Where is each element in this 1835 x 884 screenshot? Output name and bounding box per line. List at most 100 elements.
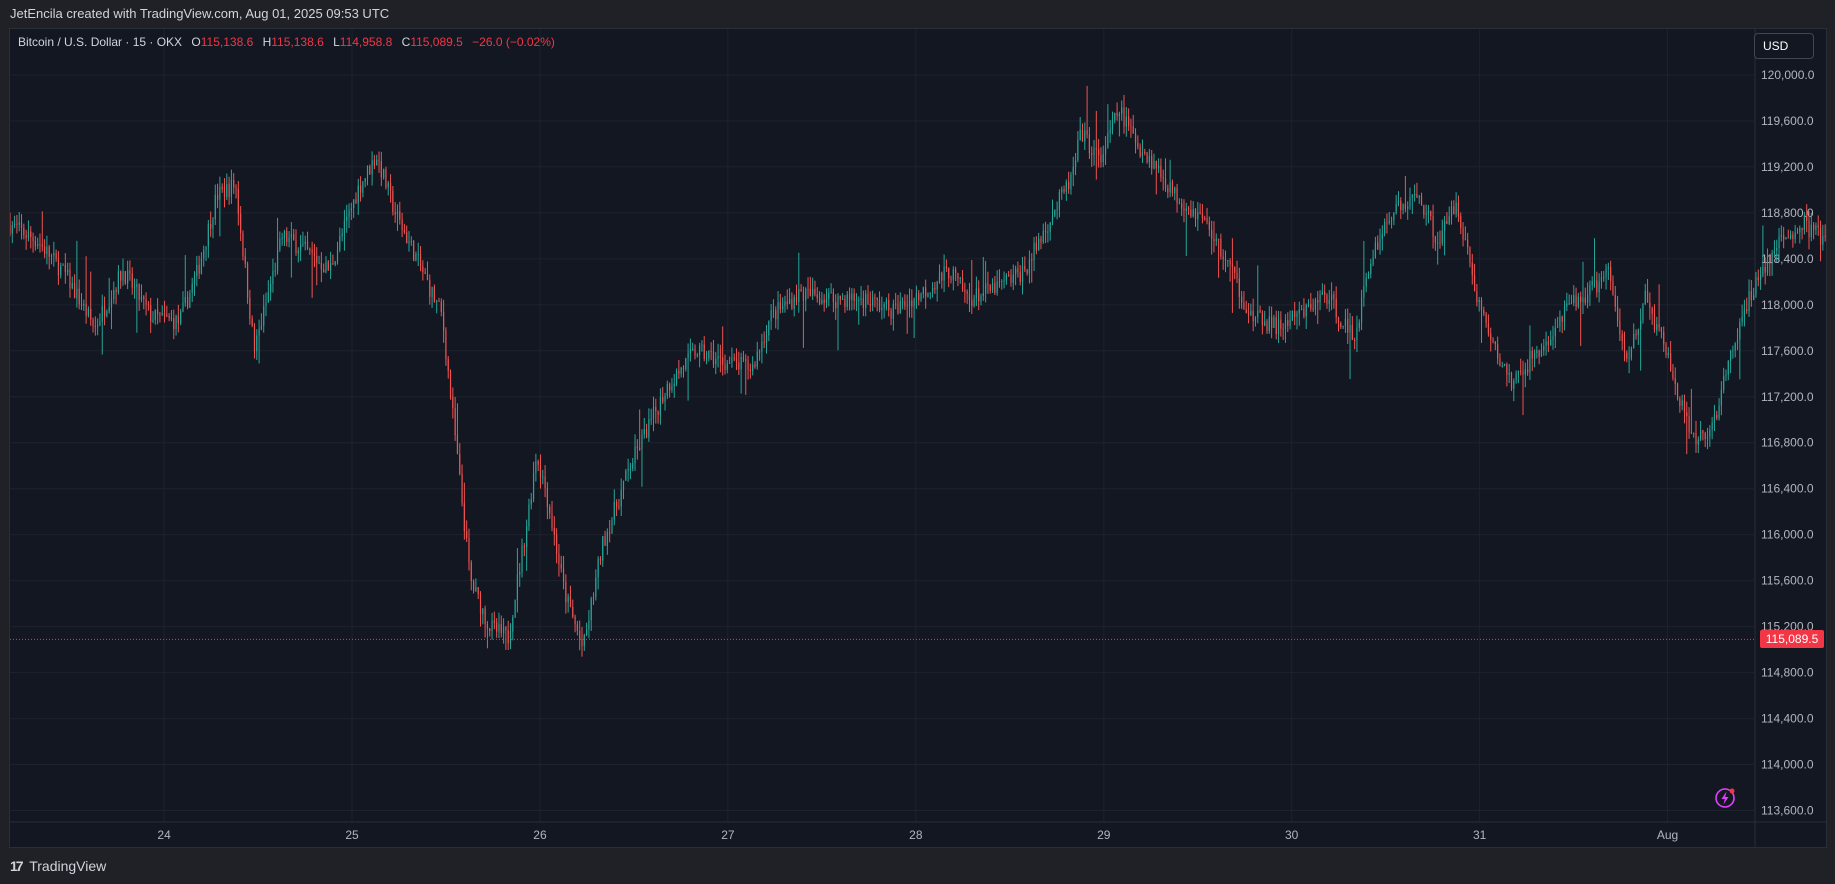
candle-body [196, 264, 198, 277]
x-tick-label: 26 [533, 828, 547, 842]
candle-body [318, 262, 320, 264]
candle-body [1208, 221, 1210, 230]
candle-body [147, 304, 149, 306]
high-label: H [262, 35, 272, 49]
candle-body [122, 271, 124, 281]
candle-body [223, 188, 226, 198]
candle-body [475, 587, 477, 591]
candle-body [87, 308, 90, 316]
candle-body [1697, 439, 1699, 445]
candle-body [1206, 218, 1208, 222]
candle-body [703, 344, 705, 359]
candle-body [1711, 422, 1713, 430]
candle-body [1347, 318, 1349, 333]
candle-body [952, 269, 954, 280]
candle-body [1360, 297, 1363, 323]
candle-body [417, 253, 419, 255]
tradingview-logo-icon[interactable]: 17 [10, 858, 24, 874]
candle-body [1040, 238, 1042, 243]
candle-body [419, 253, 422, 267]
candle-body [528, 504, 530, 527]
candle-body [1778, 236, 1780, 249]
candle-body [205, 246, 207, 250]
candle-body [908, 300, 911, 306]
candle-body [10, 224, 11, 234]
candle-body [1404, 204, 1406, 209]
low-label: L [333, 35, 340, 49]
change-value: −26.0 (−0.02%) [472, 35, 555, 49]
candle-body [643, 429, 645, 435]
candle-body [1227, 260, 1229, 262]
candle-body [763, 341, 765, 343]
candle-body [355, 199, 357, 204]
x-tick-label: 27 [721, 828, 735, 842]
candle-body [1600, 277, 1603, 282]
candle-body [1021, 266, 1024, 283]
candle-body [468, 537, 470, 563]
candle-body [1815, 225, 1817, 230]
candle-body [602, 536, 604, 561]
candle-body [288, 237, 290, 242]
candlestick-chart[interactable]: 113,600.0 114,000.0 114,400.0 114,800.0 115,… [10, 29, 1826, 847]
candle-body [1363, 286, 1365, 298]
symbol-title[interactable]: Bitcoin / U.S. Dollar · 15 · OKX [18, 35, 183, 49]
candle-body [809, 288, 811, 296]
candle-body [1462, 227, 1464, 240]
candle-body [323, 269, 325, 273]
lightning-icon[interactable] [1714, 787, 1736, 809]
chart-pane[interactable]: 113,600.0 114,000.0 114,400.0 114,800.0 115,… [9, 28, 1827, 848]
candle-body [968, 293, 971, 301]
candle-body [422, 266, 424, 273]
candle-body [53, 252, 55, 256]
candle-body [726, 363, 728, 370]
candle-body [1808, 220, 1810, 237]
candle-body [692, 348, 694, 350]
candle-body [1019, 272, 1021, 283]
candle-body [553, 527, 555, 535]
candle-body [1194, 209, 1197, 220]
candle-body [392, 190, 394, 213]
candle-body [1137, 142, 1139, 148]
candle-body [1660, 327, 1663, 332]
candle-body [1633, 333, 1635, 349]
candle-body [772, 310, 775, 312]
candle-body [1718, 405, 1720, 419]
candle-body [678, 370, 680, 374]
y-tick-label: 116,800.0 [1761, 436, 1814, 450]
candle-body [1690, 432, 1692, 434]
candle-body [1672, 370, 1674, 379]
candle-body [512, 617, 514, 632]
candle-body [1434, 236, 1436, 243]
candle-body [1409, 197, 1411, 207]
candle-body [592, 596, 595, 599]
candle-body [228, 184, 230, 197]
attribution-header: JetEncila created with TradingView.com, … [0, 0, 1835, 28]
candle-body [1222, 256, 1224, 259]
candle-body [376, 159, 378, 166]
candle-body [295, 239, 297, 253]
footer-brand[interactable]: TradingView [29, 858, 107, 874]
candle-body [180, 311, 182, 324]
candle-body [502, 627, 505, 634]
close-value: 115,089.5 [410, 35, 463, 49]
candle-body [708, 351, 710, 358]
candle-body [701, 344, 703, 346]
candle-body [332, 263, 334, 265]
candle-body [170, 317, 173, 319]
candle-body [127, 270, 129, 284]
candle-body [1501, 365, 1503, 367]
candle-body [413, 241, 415, 261]
candle-body [1231, 264, 1234, 267]
candle-body [168, 315, 170, 318]
currency-button[interactable]: USD [1754, 33, 1814, 59]
candle-body [1723, 375, 1725, 390]
candle-body [1291, 311, 1293, 321]
candle-body [184, 297, 186, 304]
candle-body [410, 241, 412, 243]
candle-body [576, 624, 578, 631]
candle-body [1725, 374, 1727, 376]
candle-body [519, 572, 521, 575]
candle-body [595, 577, 597, 597]
candle-body [1204, 218, 1206, 220]
candle-body [1234, 266, 1236, 273]
